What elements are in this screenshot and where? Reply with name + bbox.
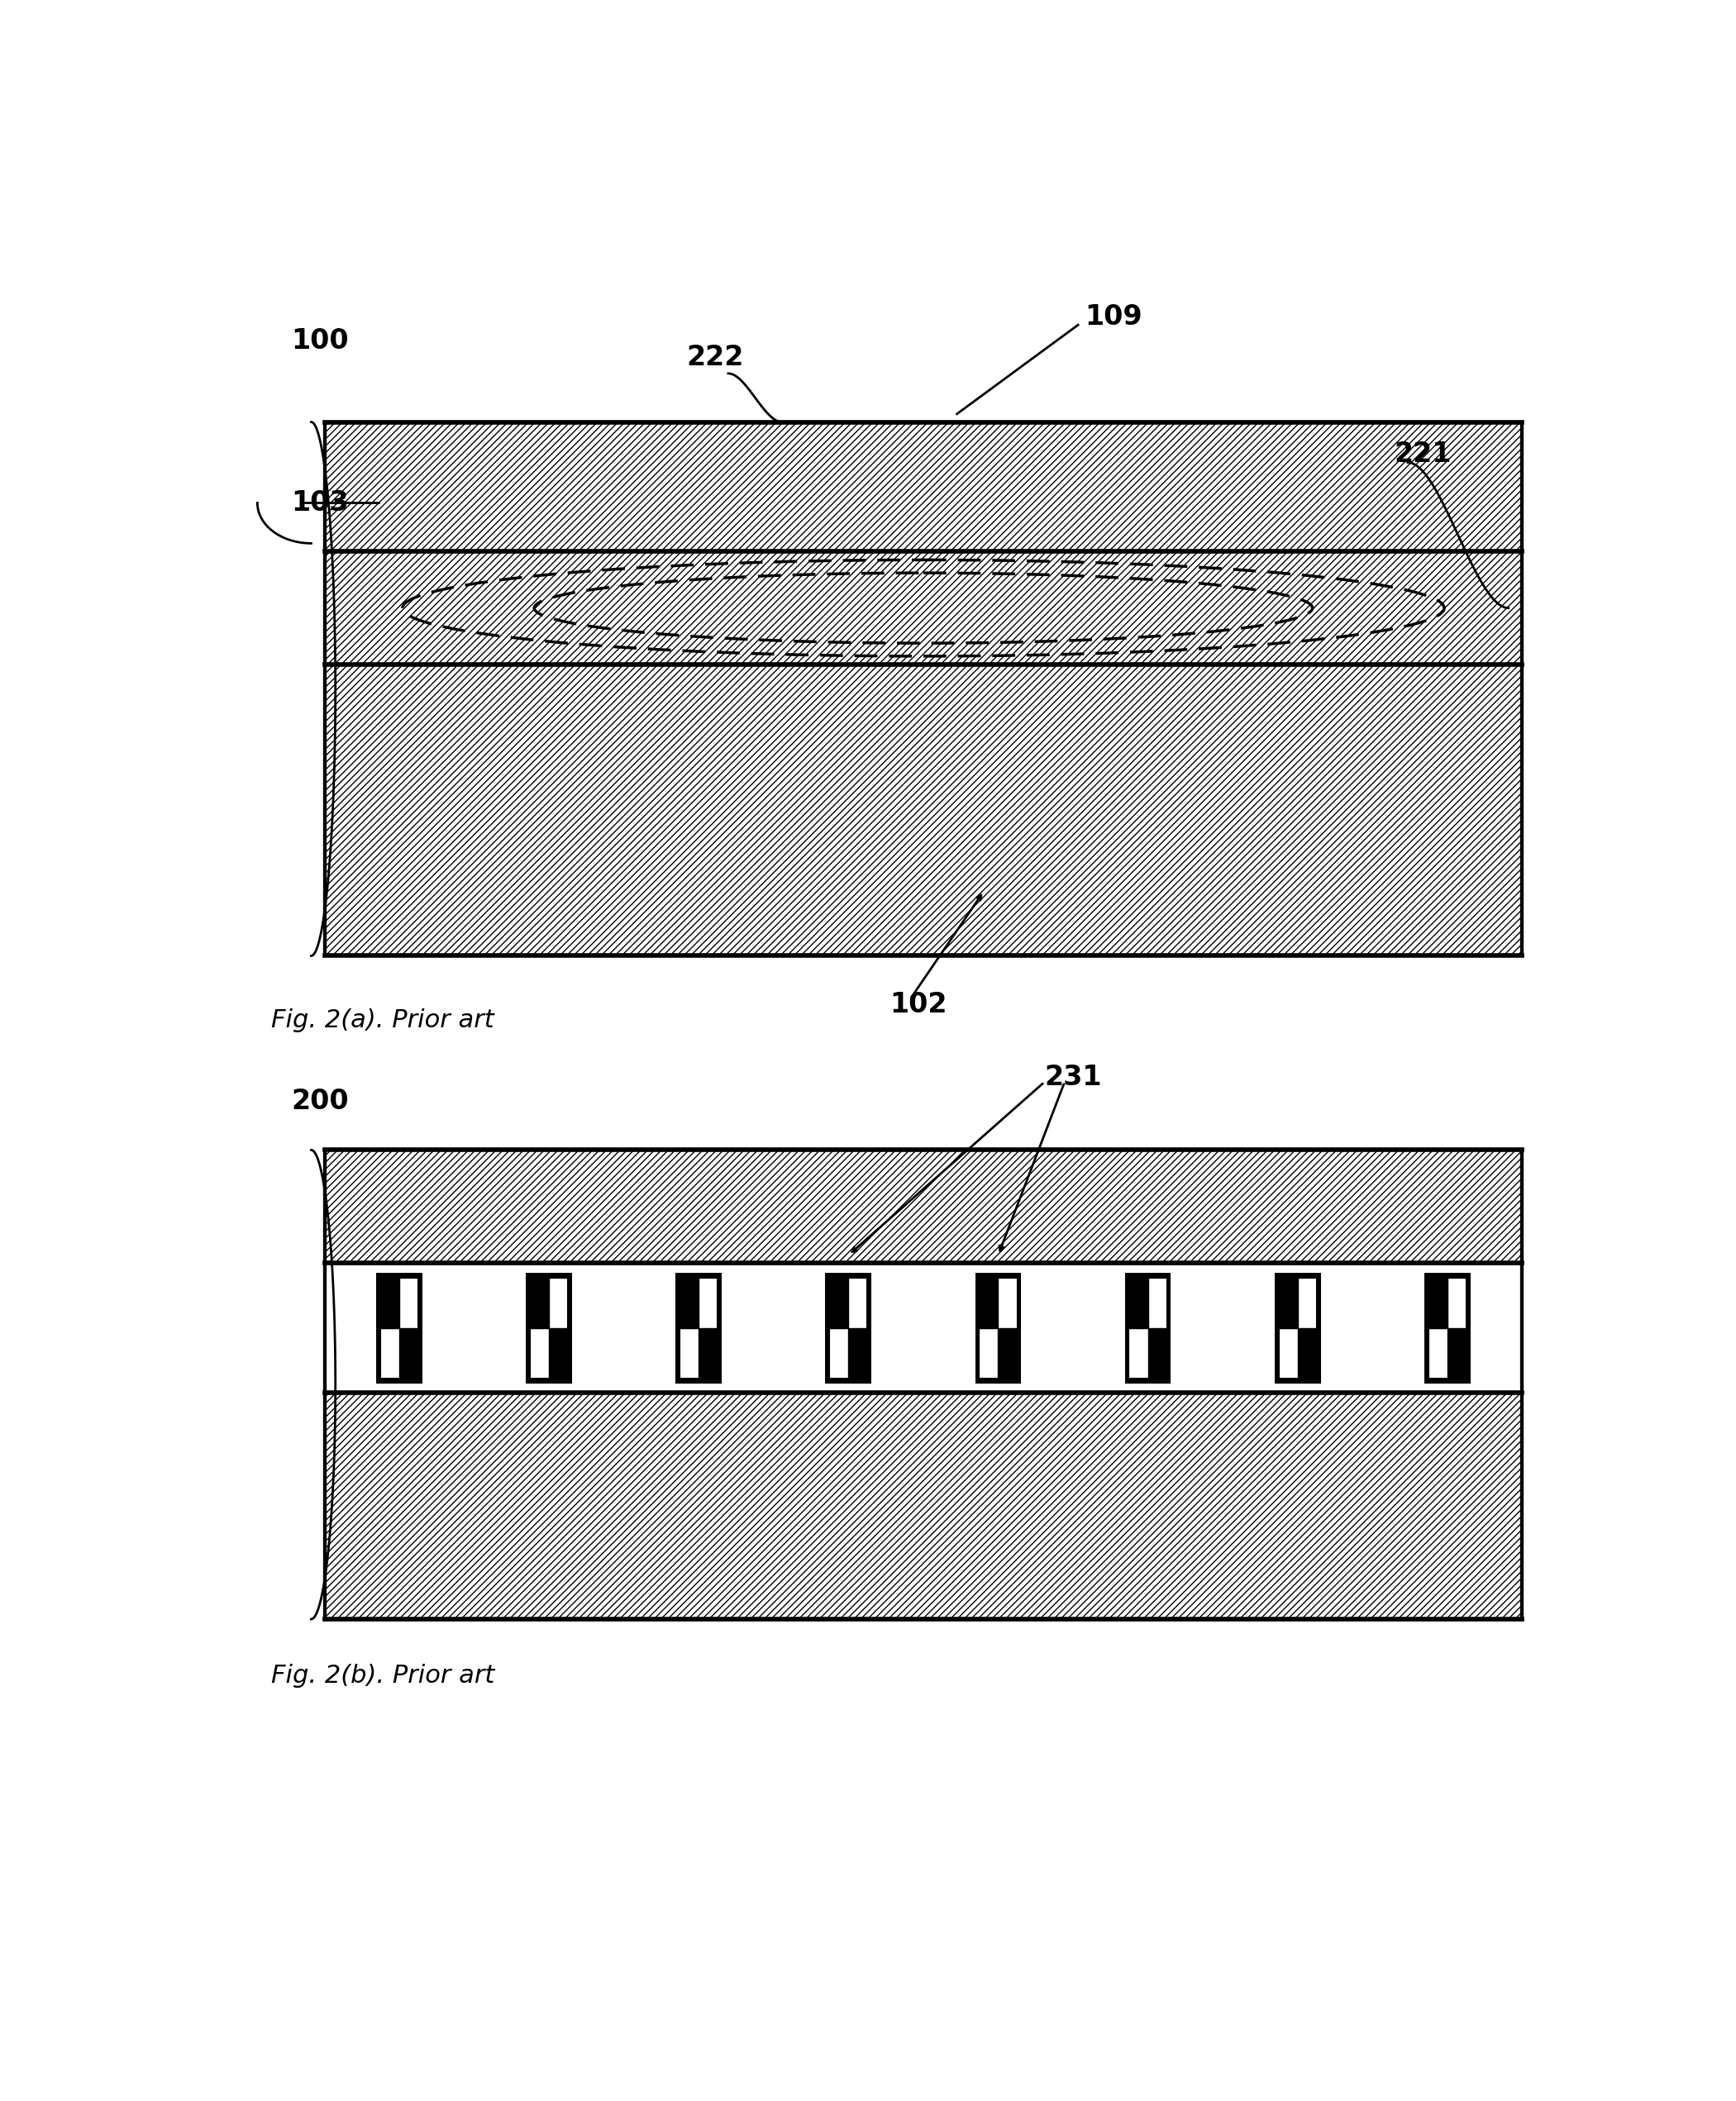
Bar: [1128, 1328, 1147, 1378]
Bar: [1147, 1328, 1167, 1378]
Bar: [1429, 1277, 1467, 1378]
Bar: [700, 1328, 719, 1378]
Bar: [529, 1277, 568, 1378]
Bar: [325, 664, 1522, 956]
Bar: [825, 1273, 871, 1382]
Bar: [549, 1328, 568, 1378]
Text: 102: 102: [889, 992, 948, 1019]
Bar: [675, 1273, 722, 1382]
Bar: [526, 1273, 573, 1382]
Bar: [1429, 1328, 1448, 1378]
Bar: [976, 1273, 1021, 1382]
Bar: [1278, 1328, 1297, 1378]
Bar: [399, 1328, 418, 1378]
Bar: [830, 1277, 868, 1378]
Bar: [1448, 1328, 1467, 1378]
Text: 103: 103: [292, 490, 349, 517]
Text: 109: 109: [1085, 303, 1142, 330]
Bar: [380, 1277, 418, 1378]
Bar: [529, 1328, 549, 1378]
Text: Fig. 2(a). Prior art: Fig. 2(a). Prior art: [271, 1008, 493, 1032]
Text: 200: 200: [292, 1088, 349, 1116]
Bar: [979, 1277, 998, 1328]
Bar: [849, 1277, 868, 1328]
Bar: [325, 1263, 1522, 1393]
Bar: [380, 1328, 399, 1378]
Bar: [1147, 1277, 1167, 1328]
Bar: [529, 1277, 568, 1378]
Bar: [700, 1277, 719, 1328]
Text: 100: 100: [292, 328, 349, 355]
Bar: [1278, 1277, 1297, 1328]
Bar: [681, 1277, 719, 1378]
Bar: [380, 1277, 418, 1378]
Bar: [1429, 1277, 1448, 1328]
Bar: [998, 1277, 1017, 1328]
Bar: [325, 1149, 1522, 1263]
Bar: [529, 1277, 549, 1328]
Bar: [1278, 1277, 1316, 1378]
Bar: [1128, 1277, 1147, 1328]
Bar: [1125, 1273, 1172, 1382]
Text: 231: 231: [1045, 1063, 1102, 1090]
Bar: [830, 1328, 849, 1378]
Bar: [549, 1277, 568, 1328]
Bar: [380, 1277, 399, 1328]
Bar: [681, 1277, 719, 1378]
Text: 221: 221: [1394, 441, 1451, 469]
Bar: [1278, 1277, 1316, 1378]
Bar: [377, 1273, 422, 1382]
Bar: [979, 1277, 1017, 1378]
Bar: [681, 1277, 700, 1328]
Bar: [830, 1277, 849, 1328]
Bar: [1274, 1273, 1321, 1382]
Bar: [325, 1393, 1522, 1620]
Bar: [325, 422, 1522, 550]
Bar: [1429, 1277, 1467, 1378]
Bar: [979, 1328, 998, 1378]
Bar: [681, 1328, 700, 1378]
Bar: [849, 1328, 868, 1378]
Bar: [1448, 1277, 1467, 1328]
Bar: [325, 550, 1522, 664]
Bar: [1297, 1328, 1316, 1378]
Bar: [1128, 1277, 1167, 1378]
Bar: [1128, 1277, 1167, 1378]
Bar: [1424, 1273, 1470, 1382]
Text: 222: 222: [686, 345, 743, 372]
Bar: [998, 1328, 1017, 1378]
Bar: [979, 1277, 1017, 1378]
Text: Fig. 2(b). Prior art: Fig. 2(b). Prior art: [271, 1664, 495, 1687]
Bar: [1297, 1277, 1316, 1328]
Bar: [830, 1277, 868, 1378]
Bar: [399, 1277, 418, 1328]
